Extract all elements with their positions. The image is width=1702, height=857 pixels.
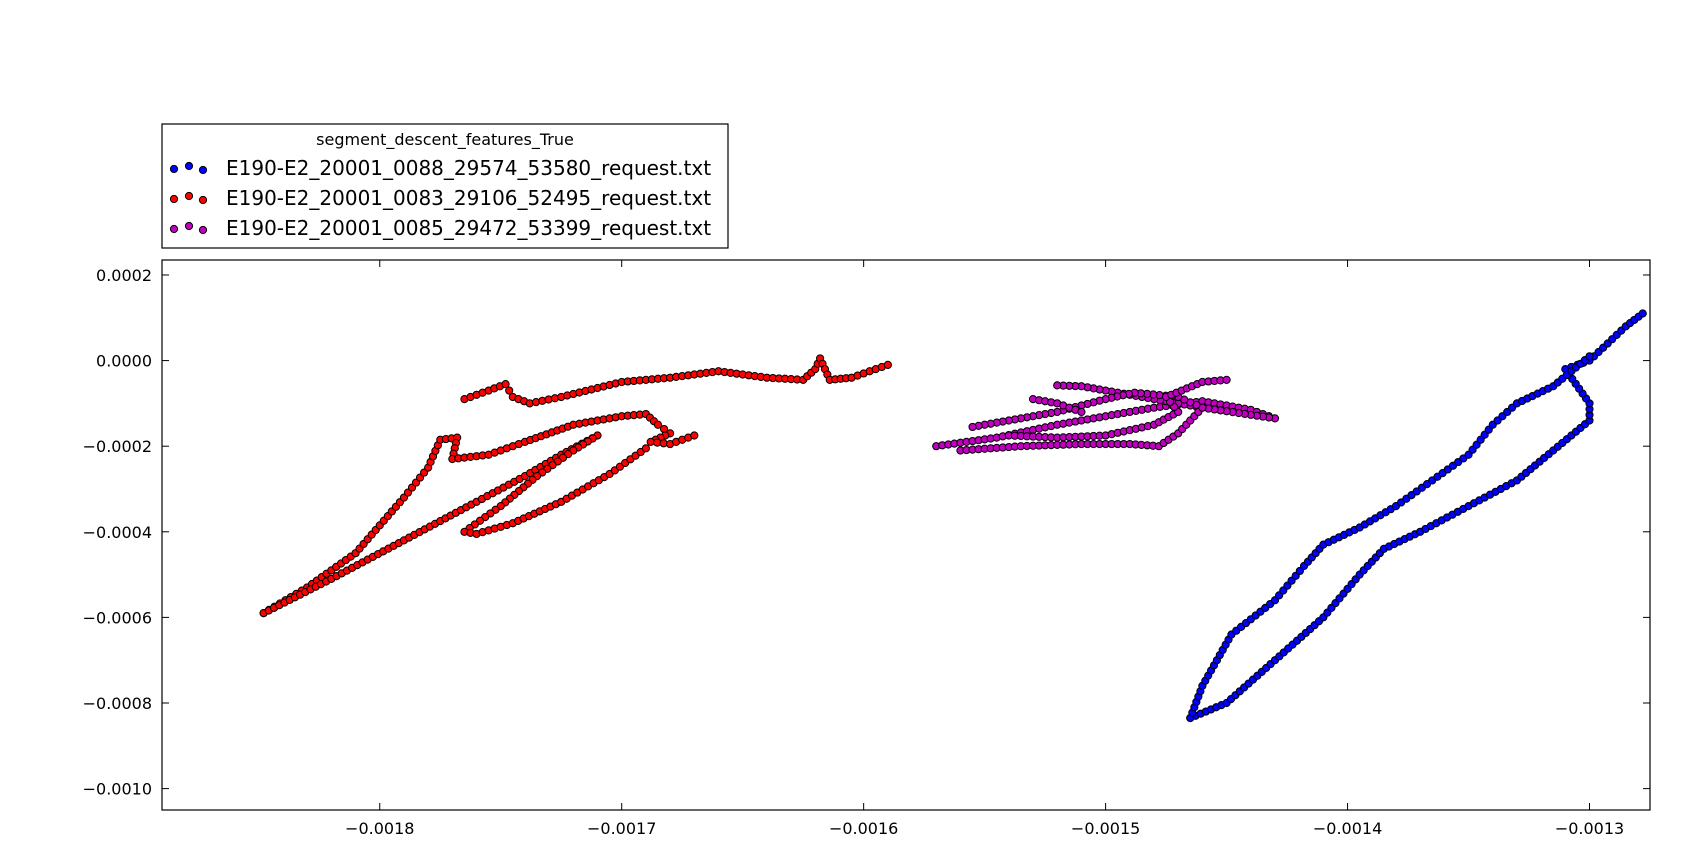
legend-marker — [169, 164, 179, 174]
data-point — [641, 444, 651, 453]
data-point — [690, 431, 699, 440]
legend-label: E190-E2_20001_0083_29106_52495_request.t… — [226, 186, 711, 210]
legend: segment_descent_features_True E190-E2_20… — [161, 123, 729, 249]
x-tick-label: −0.0013 — [1555, 819, 1624, 838]
data-point — [501, 380, 510, 389]
y-tick-label: −0.0006 — [83, 608, 152, 627]
y-tick-label: −0.0004 — [83, 523, 152, 542]
legend-marker — [169, 224, 179, 234]
y-axis: 0.0002 0.0000 −0.0002 −0.0004 −0.0006 −0.0008… — [83, 266, 1650, 799]
legend-marker — [198, 165, 208, 175]
series-1 — [1186, 309, 1647, 723]
x-tick-label: −0.0017 — [587, 819, 656, 838]
legend-entry-1: E190-E2_20001_0088_29574_53580_request.t… — [169, 156, 711, 180]
legend-entry-3: E190-E2_20001_0085_29472_53399_request.t… — [169, 216, 711, 240]
y-tick-label: −0.0002 — [83, 437, 152, 456]
data-point — [653, 420, 663, 429]
x-axis: −0.0018 −0.0017 −0.0016 −0.0015 −0.0014 −0.00… — [345, 260, 1624, 838]
legend-marker — [184, 221, 194, 231]
legend-marker — [184, 161, 194, 171]
legend-frame — [161, 123, 729, 249]
y-tick-label: −0.0010 — [83, 780, 152, 799]
data-point — [968, 422, 977, 432]
data-point — [1585, 352, 1594, 361]
y-tick-label: 0.0002 — [96, 266, 152, 285]
y-tick-label: −0.0008 — [83, 694, 152, 713]
legend-title: segment_descent_features_True — [316, 130, 574, 150]
legend-marker — [198, 225, 208, 235]
legend-marker — [198, 195, 208, 205]
legend-marker — [184, 191, 194, 201]
data-point — [1053, 381, 1062, 390]
y-tick-label: 0.0000 — [96, 352, 152, 371]
legend-marker — [169, 194, 179, 204]
data-point — [1077, 407, 1086, 417]
x-tick-label: −0.0015 — [1071, 819, 1140, 838]
data-point — [1222, 375, 1231, 384]
data-point — [505, 386, 514, 395]
legend-label: E190-E2_20001_0085_29472_53399_request.t… — [226, 216, 711, 240]
x-tick-label: −0.0014 — [1313, 819, 1382, 838]
data-point — [1638, 309, 1647, 318]
legend-entry-2: E190-E2_20001_0083_29106_52495_request.t… — [169, 186, 711, 210]
legend-label: E190-E2_20001_0088_29574_53580_request.t… — [226, 156, 711, 180]
plot-area-frame — [161, 259, 1651, 811]
series-3 — [932, 375, 1280, 455]
series-2 — [259, 354, 892, 618]
x-tick-label: −0.0016 — [829, 819, 898, 838]
x-tick-label: −0.0018 — [345, 819, 414, 838]
plot-area-background — [162, 260, 1650, 810]
series-layer — [259, 309, 1647, 723]
data-point — [883, 360, 892, 369]
